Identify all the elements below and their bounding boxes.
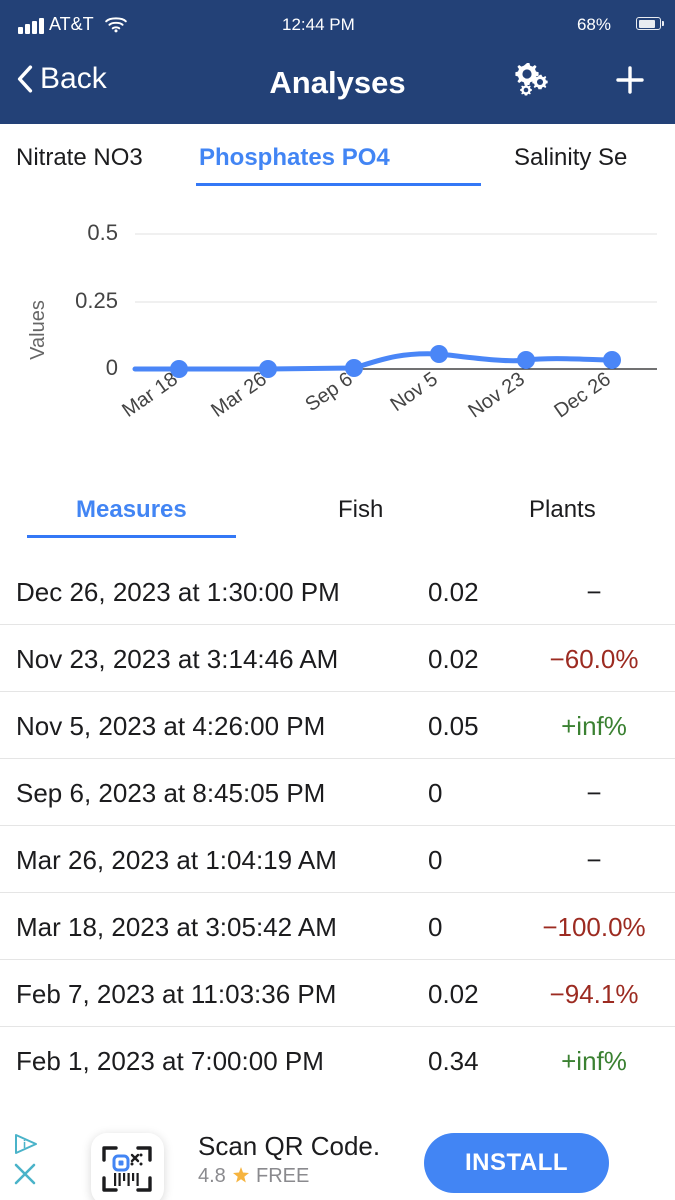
svg-text:0.5: 0.5 [87, 220, 118, 245]
svg-text:Sep 6: Sep 6 [301, 368, 356, 416]
svg-text:Nov 5: Nov 5 [386, 368, 441, 416]
svg-text:Values: Values [27, 300, 49, 360]
svg-text:0: 0 [106, 355, 118, 380]
svg-text:Dec 26: Dec 26 [550, 368, 615, 422]
svg-text:Mar 26: Mar 26 [207, 368, 271, 422]
svg-text:Nov 23: Nov 23 [464, 368, 529, 422]
svg-text:Mar 18: Mar 18 [118, 368, 182, 422]
svg-text:0.25: 0.25 [75, 288, 118, 313]
svg-text:i: i [23, 1139, 26, 1151]
